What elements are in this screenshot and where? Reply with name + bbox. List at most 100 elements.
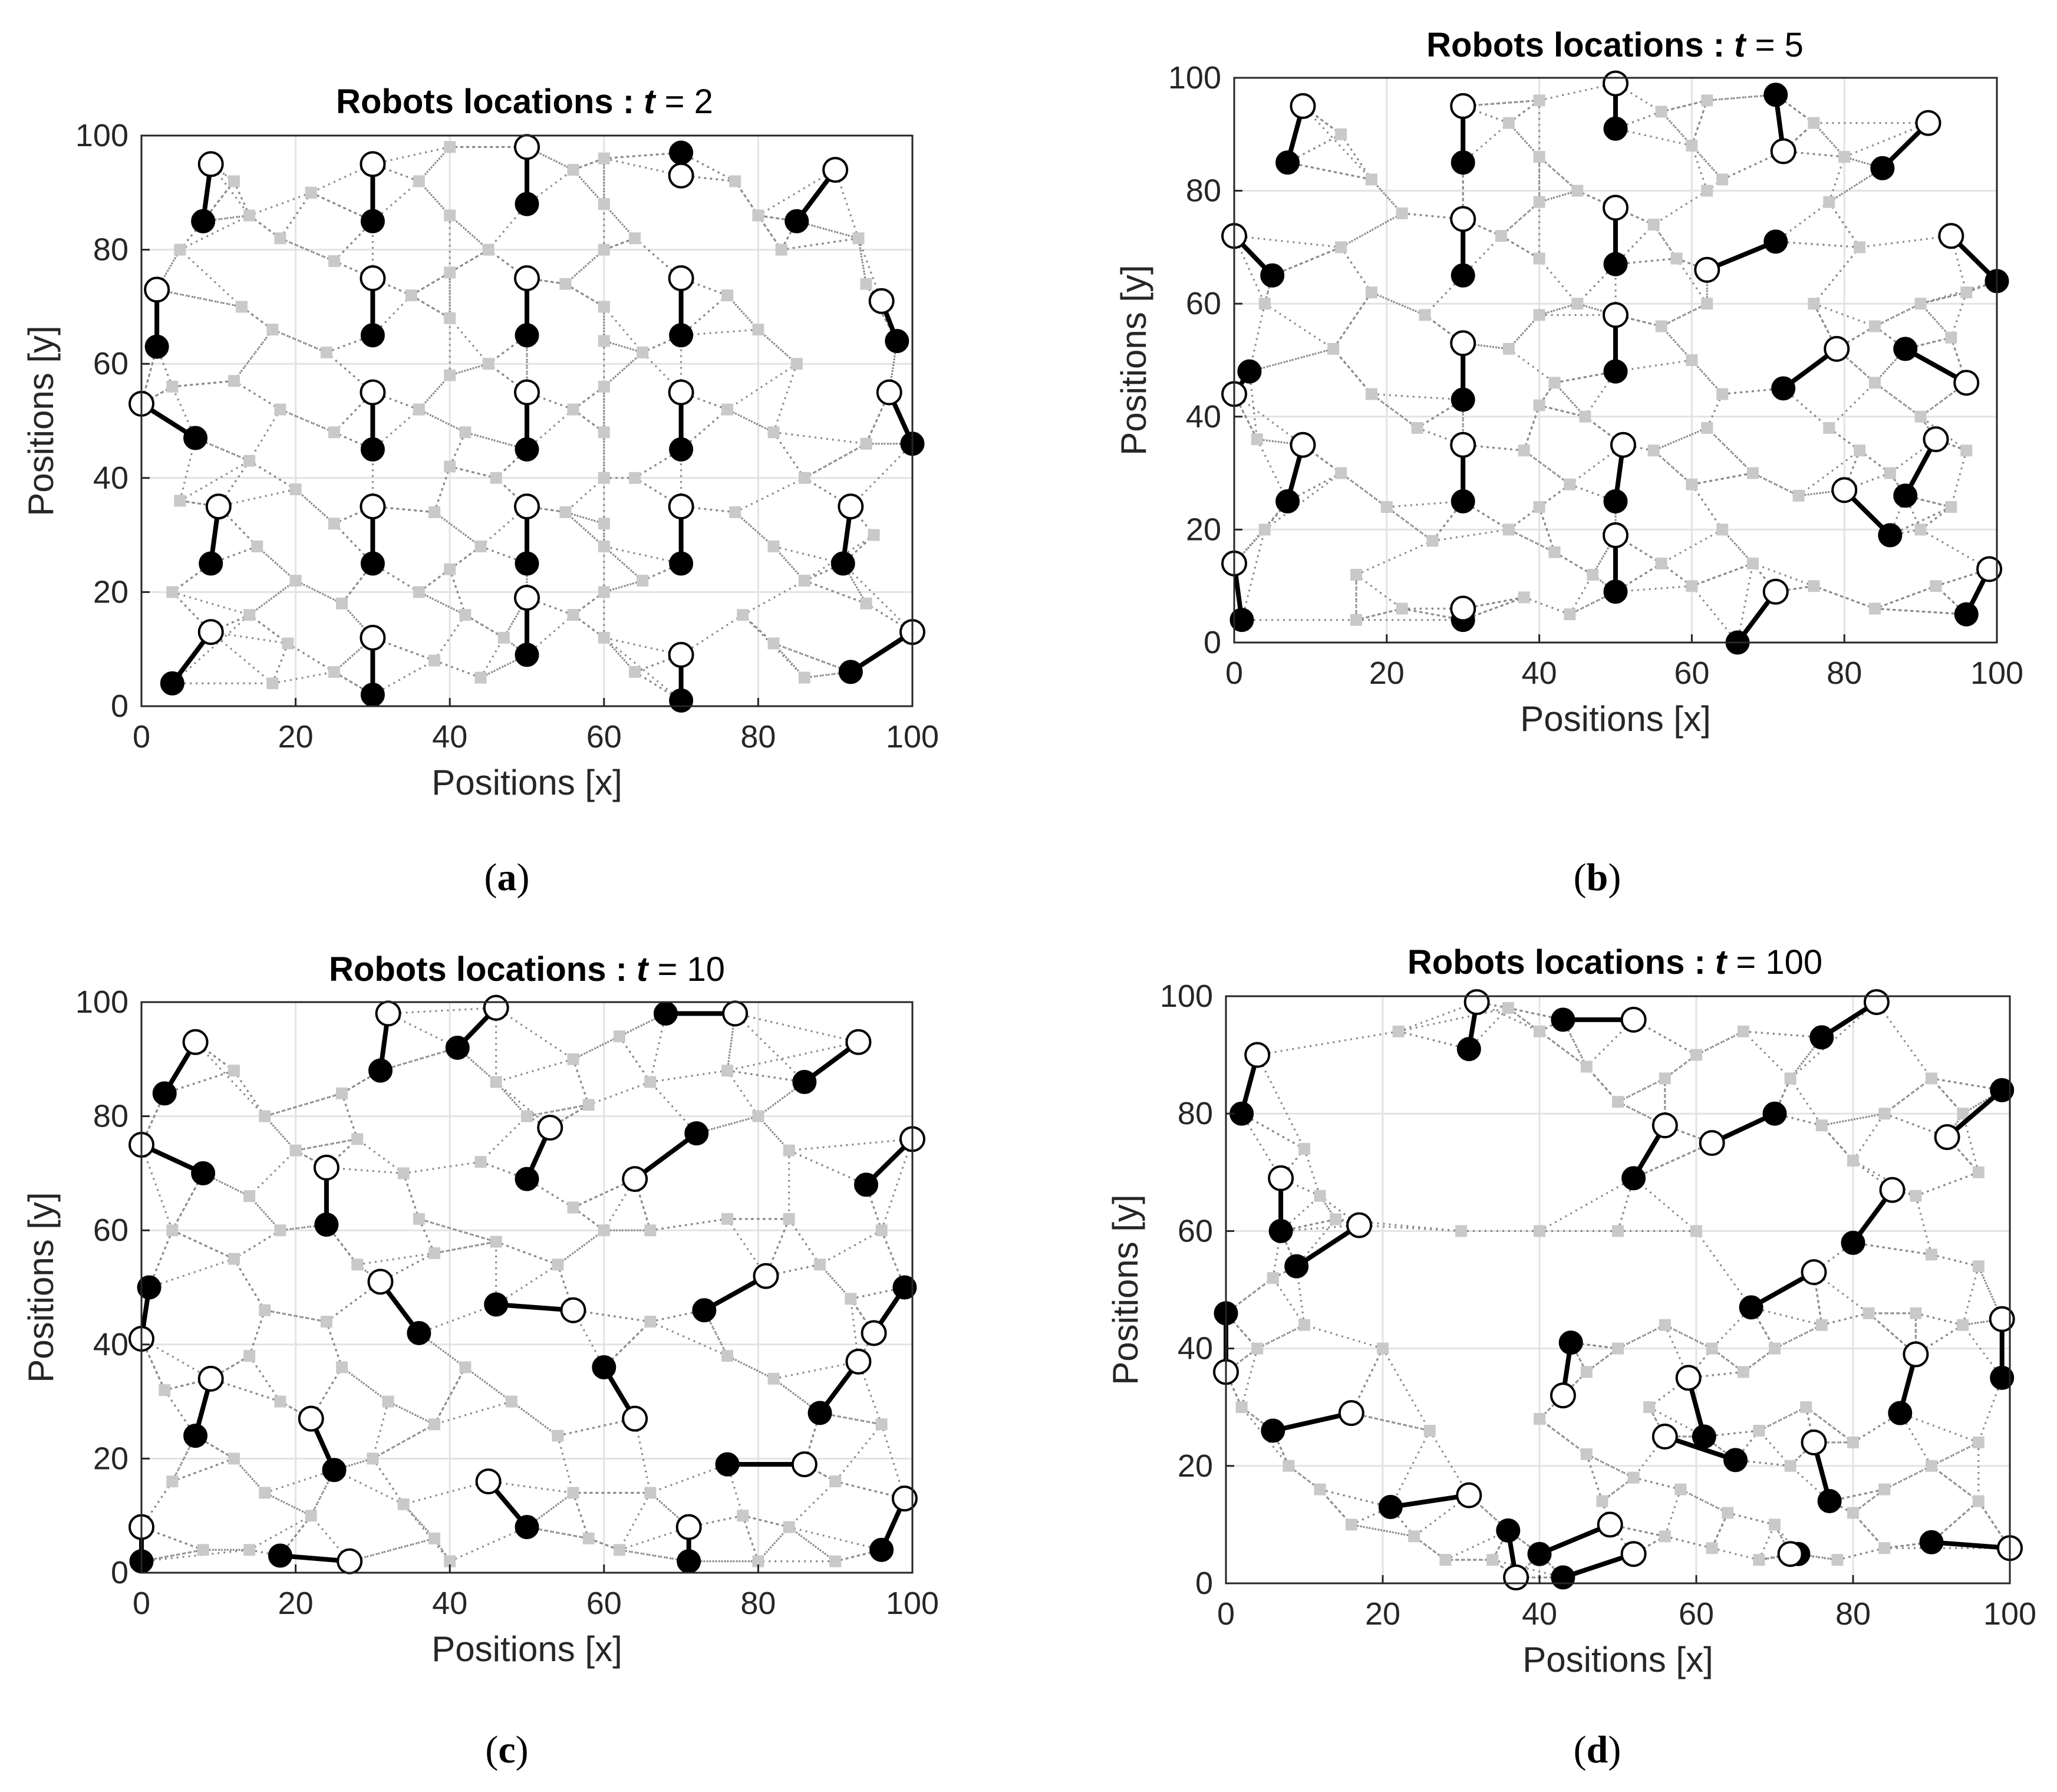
mesh-edge [295, 488, 335, 525]
mesh-edge [1691, 585, 1739, 644]
mesh-edge [434, 511, 482, 548]
mesh-edge [264, 1492, 312, 1517]
robot-open-marker [367, 1269, 394, 1295]
x-tick-label: 100 [1970, 655, 2023, 691]
robot-pair [1261, 1400, 1364, 1443]
mesh-edge [1874, 302, 1921, 327]
robot-pair [592, 1355, 648, 1432]
plot-frame [140, 134, 914, 707]
mesh-edge [141, 1549, 250, 1563]
mesh-edge [572, 1035, 620, 1060]
mesh-edge [680, 614, 744, 656]
mesh-edge [526, 614, 574, 656]
mesh-edge [757, 328, 797, 365]
robot-open-marker [1953, 370, 1980, 396]
mesh-edge [727, 1355, 774, 1380]
mesh-edge [1524, 596, 1570, 615]
robot-open-marker [1903, 1341, 1929, 1368]
mesh-edge [1463, 99, 1540, 107]
mesh-edge [1653, 450, 1693, 485]
grey-square-marker [752, 209, 764, 222]
robot-open-marker [1934, 1124, 1960, 1151]
mesh-edge [195, 1041, 235, 1072]
panel-caption: (c) [485, 1728, 528, 1771]
robot-filled-marker [1878, 523, 1903, 548]
robot-pair [1777, 1541, 1811, 1567]
grey-square-marker [1335, 467, 1347, 479]
grey-square-marker [567, 164, 579, 176]
robot-pair [1831, 477, 1903, 548]
mesh-edge [1844, 156, 1883, 169]
mesh-edge [418, 1218, 497, 1243]
grey-square-marker [1502, 117, 1515, 129]
mesh-edge [1340, 472, 1387, 508]
x-tick-label: 60 [586, 1586, 622, 1621]
mesh-edge [1930, 1500, 1979, 1543]
grey-square-marker [1972, 1495, 1985, 1507]
mesh-edge [449, 249, 489, 274]
mesh-edge [210, 631, 288, 645]
mesh-edge [464, 431, 528, 450]
mesh-edge [210, 163, 250, 216]
grey-square-marker [1926, 1460, 1937, 1472]
mesh-edge [603, 637, 682, 701]
grey-square-marker [328, 255, 340, 267]
robot-open-marker [1694, 256, 1720, 283]
robot-filled-marker [1870, 156, 1895, 180]
grey-square-marker [721, 1350, 734, 1362]
grey-square-marker [721, 1065, 734, 1077]
grey-square-marker [1314, 1190, 1326, 1202]
robot-filled-marker [684, 1121, 709, 1146]
robot-pair [807, 1348, 872, 1425]
grey-square-marker [1627, 1471, 1640, 1484]
mesh-edge [572, 1035, 620, 1060]
mesh-edge [1462, 596, 1525, 610]
grey-square-marker [1716, 173, 1729, 186]
grey-square-marker [1945, 501, 1957, 513]
mesh-edge [341, 1366, 389, 1402]
mesh-edge [325, 351, 374, 393]
grey-square-marker [459, 426, 472, 439]
robot-filled-marker [1237, 359, 1262, 384]
mesh-edge [556, 1264, 574, 1311]
mesh-edge [556, 1435, 575, 1493]
mesh-edge [526, 146, 574, 171]
robot-pair [1275, 431, 1316, 513]
mesh-edge [334, 505, 374, 525]
grey-square-marker [1533, 252, 1545, 265]
axes: 0 20 40 60 80 100 0 20 40 60 80 100 Positions [x] Pos… [21, 984, 939, 1669]
mesh-edge [1859, 235, 1951, 248]
x-tick-label: 80 [1827, 655, 1862, 691]
mesh-edge [727, 1069, 805, 1083]
mesh-edge [295, 579, 342, 605]
grey-square-marker [228, 375, 240, 387]
grey-square-marker [444, 563, 456, 575]
mesh-edge [487, 249, 528, 279]
robot-filled-marker [669, 437, 694, 462]
mesh-edge [1539, 190, 1578, 203]
grey-square-marker [790, 358, 803, 370]
robot-filled-marker [360, 323, 385, 348]
grey-square-marker [1533, 399, 1545, 411]
grey-square-marker [567, 1053, 579, 1065]
mesh-edge [549, 1103, 589, 1129]
grey-square-marker [868, 529, 880, 541]
mesh-edge [788, 1526, 836, 1562]
grey-square-marker [259, 1304, 271, 1316]
grey-square-marker [1580, 1366, 1593, 1378]
mesh-edge [572, 1059, 590, 1105]
mesh-edge [1690, 145, 1708, 192]
mesh-edge [449, 249, 489, 274]
mesh-edge [1538, 506, 1555, 553]
grey-square-marker [1800, 1401, 1812, 1414]
robot-open-marker [514, 265, 540, 291]
mesh-edge [1615, 257, 1677, 265]
grey-square-marker [567, 403, 579, 416]
mesh-edge [1241, 1113, 1282, 1179]
mesh-edge [604, 637, 681, 656]
mesh-edge [1386, 506, 1433, 542]
robot-pair [622, 1121, 709, 1193]
robot-filled-marker [1603, 579, 1628, 604]
robot-pair [653, 1000, 749, 1027]
robot-filled-marker [191, 209, 216, 233]
